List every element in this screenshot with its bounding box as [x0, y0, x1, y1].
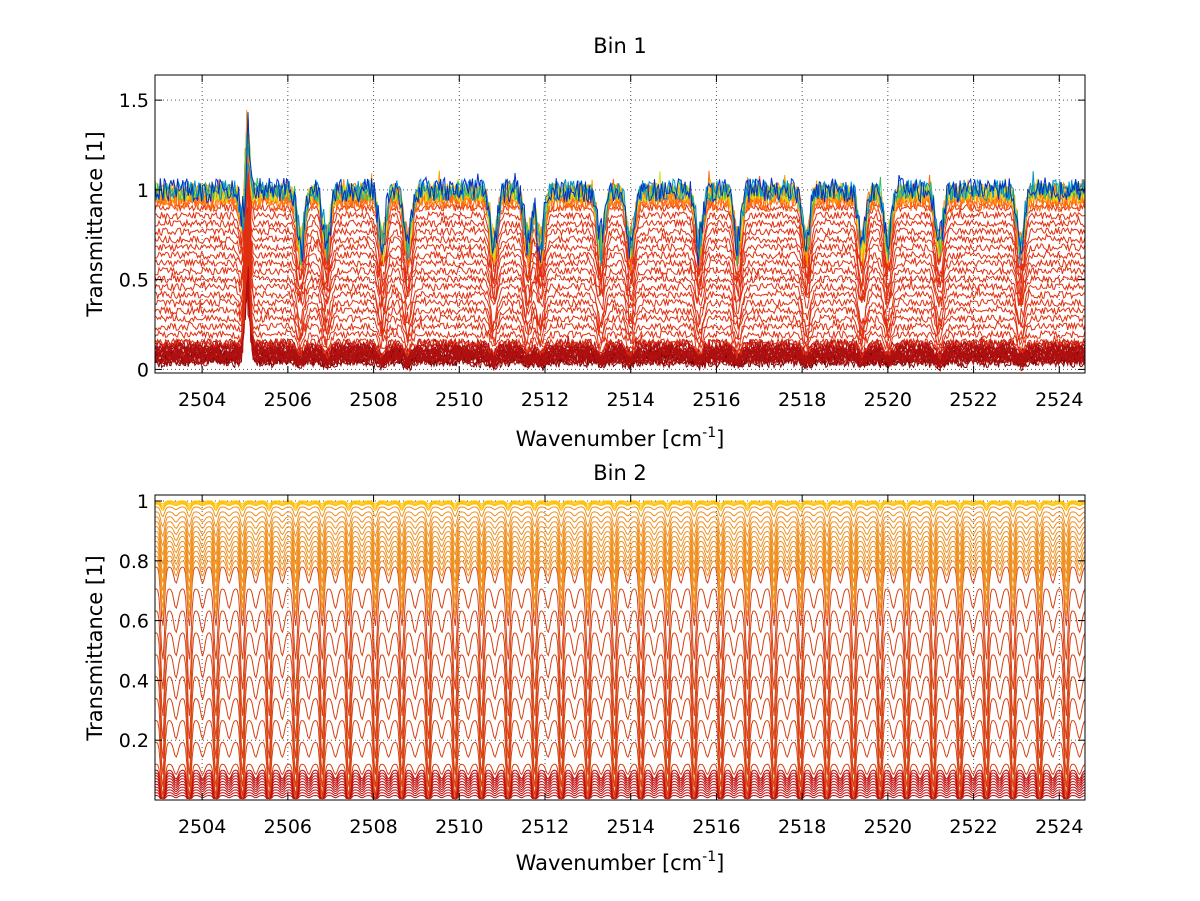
ticks-bin-1: 2504 2506 2508 2510 2512 2514 2516 2518 2520 2522… [119, 75, 1085, 411]
series-line [154, 610, 1086, 690]
chart-title-bin-2: Bin 2 [593, 461, 647, 485]
x-tick-label: 2510 [435, 389, 483, 411]
series-line [154, 786, 1086, 799]
series-line [154, 794, 1086, 799]
series-line [154, 516, 1086, 538]
y-tick-label: 1.5 [119, 90, 149, 112]
series-line [154, 112, 1086, 267]
series-line [154, 214, 1086, 361]
series-line [154, 632, 1086, 717]
series-line [154, 147, 1086, 301]
x-tick-label: 2524 [1035, 816, 1083, 838]
series-line [154, 521, 1086, 548]
plot-border-bin-1 [154, 74, 1086, 374]
x-tick-label: 2506 [264, 389, 312, 411]
series-line [154, 118, 1086, 291]
x-tick-label: 2516 [692, 389, 740, 411]
y-axis-label-bin-1: Transmittance [1] [83, 131, 107, 317]
series-line [154, 792, 1086, 799]
series-line [154, 741, 1086, 797]
series-line [154, 698, 1086, 775]
series-line [154, 209, 1086, 371]
x-tick-label: 2510 [435, 816, 483, 838]
x-tick-label: 2512 [521, 816, 569, 838]
series-line [154, 550, 1086, 600]
series-line [154, 763, 1086, 801]
x-tick-label: 2518 [778, 389, 826, 411]
series-line [154, 719, 1086, 788]
series-line [154, 166, 1086, 331]
x-tick-label: 2520 [864, 816, 912, 838]
plot-border-bin-2 [154, 494, 1086, 801]
series-line [154, 166, 1086, 314]
series-line [154, 118, 1086, 287]
y-tick-label: 0.8 [119, 551, 149, 573]
series-line [154, 246, 1086, 352]
x-tick-label: 2506 [264, 816, 312, 838]
series-line [154, 226, 1086, 348]
series-line [154, 226, 1086, 343]
x-axis-label-bin-2: Wavenumber [cm-1] [516, 849, 725, 875]
x-tick-label: 2518 [778, 816, 826, 838]
series-line [154, 566, 1086, 626]
series-line [154, 654, 1086, 740]
chart-bin-1: 2504 2506 2508 2510 2512 2514 2516 2518 2520 2522… [83, 34, 1086, 451]
series-line [154, 676, 1086, 759]
x-tick-label: 2504 [178, 816, 226, 838]
x-tick-label: 2512 [521, 389, 569, 411]
series-line [154, 214, 1086, 340]
series-line [154, 545, 1086, 592]
ticks-bin-2: 2504 2506 2508 2510 2512 2514 2516 2518 2520 2522… [119, 491, 1085, 838]
series-line [155, 506, 1086, 518]
series-line [154, 511, 1086, 528]
series-line [155, 500, 1086, 505]
x-tick-label: 2516 [692, 816, 740, 838]
series-line [155, 115, 1086, 279]
y-tick-label: 1 [137, 180, 149, 202]
series-line [154, 128, 1086, 296]
y-tick-label: 0.5 [119, 270, 149, 292]
series-line [155, 502, 1086, 510]
series-line [154, 118, 1086, 277]
x-tick-label: 2514 [607, 389, 655, 411]
x-tick-label: 2508 [349, 389, 397, 411]
y-tick-label: 0.2 [119, 730, 149, 752]
series-line [154, 243, 1086, 355]
y-tick-label: 1 [137, 491, 149, 513]
y-tick-label: 0.6 [119, 611, 149, 633]
series-line [155, 503, 1086, 512]
series-line [154, 540, 1086, 583]
series-line [154, 189, 1086, 337]
series-bin-2 [154, 500, 1086, 801]
series-line [154, 526, 1086, 556]
x-tick-label: 2504 [178, 389, 226, 411]
x-tick-label: 2508 [349, 816, 397, 838]
series-line [154, 171, 1086, 307]
chart-bin-2: 2504 2506 2508 2510 2512 2514 2516 2518 2520 2522… [83, 461, 1086, 875]
series-line [154, 783, 1086, 799]
series-line [154, 130, 1086, 274]
x-tick-label: 2524 [1035, 389, 1083, 411]
y-axis-label-bin-2: Transmittance [1] [83, 555, 107, 741]
series-line [154, 134, 1086, 268]
x-tick-label: 2522 [949, 389, 997, 411]
chart-title-bin-1: Bin 1 [593, 34, 647, 58]
series-line [154, 530, 1086, 565]
series-line [154, 588, 1086, 660]
x-axis-label-bin-1: Wavenumber [cm-1] [516, 425, 725, 451]
x-tick-label: 2520 [864, 389, 912, 411]
series-line [154, 780, 1086, 799]
series-line [154, 789, 1086, 799]
series-line [154, 535, 1086, 574]
series-bin-1 [154, 109, 1086, 373]
series-line [154, 560, 1086, 617]
series-line [155, 501, 1086, 507]
x-tick-label: 2514 [607, 816, 655, 838]
series-line [154, 184, 1086, 310]
y-tick-label: 0 [137, 359, 149, 381]
y-tick-label: 0.4 [119, 670, 149, 692]
x-tick-label: 2522 [949, 816, 997, 838]
